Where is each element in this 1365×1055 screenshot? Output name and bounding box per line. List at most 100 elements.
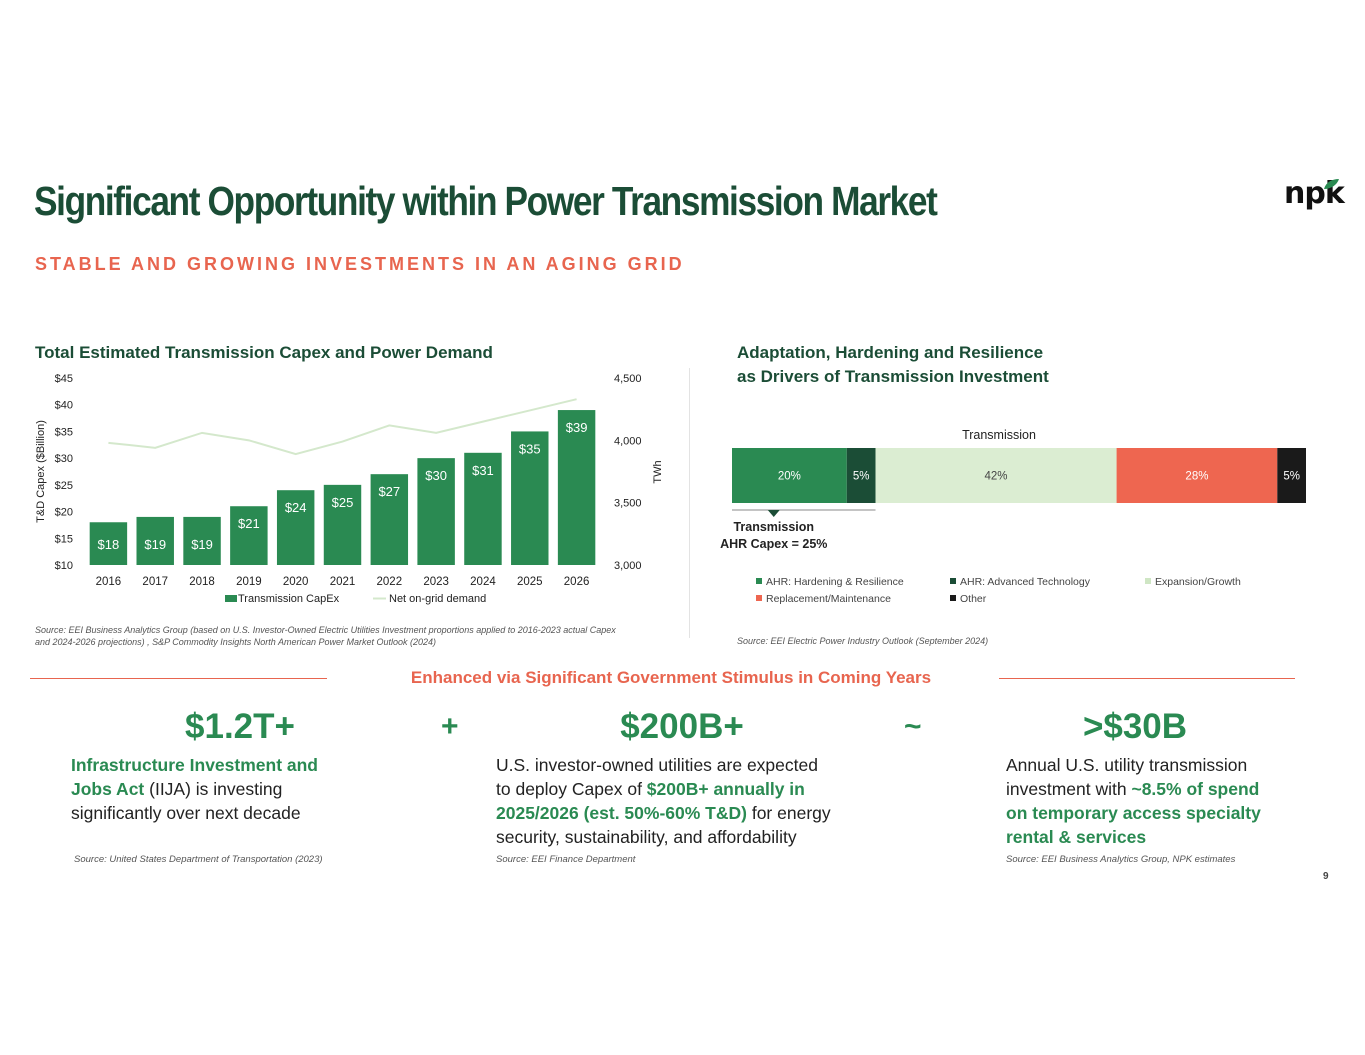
y-tick-label: $40 xyxy=(55,400,73,412)
description-line: 2025/2026 (est. 50%-60% T&D) for energy xyxy=(496,801,831,825)
capex-bar xyxy=(557,410,596,565)
x-tick-label: 2023 xyxy=(423,576,449,588)
x-tick-label: 2025 xyxy=(517,576,543,588)
page-title: Significant Opportunity within Power Tra… xyxy=(34,178,938,224)
ahr-annotation-line-1: Transmission xyxy=(733,520,814,534)
legend-swatch xyxy=(950,595,956,601)
capex-bar-label: $21 xyxy=(238,516,260,531)
x-tick-label: 2024 xyxy=(470,576,496,588)
iija-source: Source: United States Department of Tran… xyxy=(74,854,323,865)
capex-bar-label: $24 xyxy=(285,500,307,515)
ahr-title-line-2: as Drivers of Transmission Investment xyxy=(737,367,1049,386)
stacked-segment-label: 20% xyxy=(778,471,801,483)
description-line: Jobs Act (IIJA) is investing xyxy=(71,777,318,801)
capex-source-line-1: Source: EEI Business Analytics Group (ba… xyxy=(35,625,616,635)
description-line: significantly over next decade xyxy=(71,801,318,825)
y2-tick-label: 4,000 xyxy=(614,435,642,447)
leaf-icon xyxy=(1324,179,1339,189)
capex-bar-label: $25 xyxy=(332,495,354,510)
iija-description: Infrastructure Investment and Jobs Act (I… xyxy=(71,753,318,825)
stacked-segment xyxy=(875,448,1117,503)
x-tick-label: 2020 xyxy=(283,576,309,588)
ahr-chart-title: Adaptation, Hardening and Resilience as … xyxy=(737,341,1049,389)
y2-tick-label: 3,500 xyxy=(614,498,642,510)
divider-left xyxy=(30,678,327,679)
x-tick-label: 2016 xyxy=(96,576,122,588)
capex-source-line-2: and 2024-2026 projections) , S&P Commodi… xyxy=(35,637,437,647)
x-tick-label: 2022 xyxy=(377,576,403,588)
y-tick-label: $20 xyxy=(55,507,73,519)
ahr-annotation-line-2: AHR Capex = 25% xyxy=(720,537,827,551)
y2-tick-label: 3,000 xyxy=(614,560,642,572)
ahr-chart-source: Source: EEI Electric Power Industry Outl… xyxy=(737,636,989,646)
body-text: significantly over next decade xyxy=(71,803,301,823)
highlight-text: on temporary access specialty xyxy=(1006,803,1261,823)
capex-bar xyxy=(370,474,409,565)
stacked-category-label: Transmission xyxy=(962,428,1036,442)
ahr-pointer-icon xyxy=(767,510,780,517)
capex-bar xyxy=(276,490,315,565)
highlight-text: $200B+ annually in xyxy=(646,779,805,799)
y-tick-label: $25 xyxy=(55,480,73,492)
stacked-segment-label: 5% xyxy=(853,471,870,483)
capex-demand-chart: $10 $15 $20 $25 $30 $35 $40 $45 3,000 3,500 4,000 4… xyxy=(35,373,664,605)
x-tick-label: 2017 xyxy=(142,576,168,588)
capex-bar xyxy=(183,516,221,565)
ahr-title-line-1: Adaptation, Hardening and Resilience xyxy=(737,343,1044,362)
legend-label-capex: Transmission CapEx xyxy=(238,593,340,605)
description-line: to deploy Capex of $200B+ annually in xyxy=(496,777,831,801)
stacked-segment xyxy=(1116,448,1278,503)
body-text: for energy xyxy=(746,803,831,823)
capex-bar-label: $18 xyxy=(98,537,120,552)
y-tick-label: $30 xyxy=(55,453,73,465)
legend-label: Other xyxy=(960,593,987,605)
utility-capex-source: Source: EEI Finance Department xyxy=(496,854,636,865)
y-tick-label: $15 xyxy=(55,533,73,545)
capex-bar xyxy=(417,458,455,565)
ahr-stacked-chart: Transmission 20% 5% 42% 28% 5% Transmission AHR… xyxy=(720,428,1306,605)
capex-bar-label: $19 xyxy=(191,537,213,552)
x-tick-label: 2019 xyxy=(236,576,262,588)
x-tick-label: 2021 xyxy=(330,576,356,588)
capex-bar-label: $39 xyxy=(566,420,588,435)
description-line: investment with ~8.5% of spend xyxy=(1006,777,1261,801)
legend-swatch xyxy=(756,595,762,601)
body-text: U.S. investor-owned utilities are expect… xyxy=(496,755,818,775)
stimulus-heading: Enhanced via Significant Government Stim… xyxy=(410,668,932,687)
legend-label: AHR: Advanced Technology xyxy=(960,576,1091,588)
capex-bar xyxy=(464,452,502,565)
highlight-text: Infrastructure Investment and xyxy=(71,755,318,775)
description-line: rental & services xyxy=(1006,825,1261,849)
capex-bar-label: $27 xyxy=(378,484,400,499)
x-tick-label: 2026 xyxy=(564,576,590,588)
stacked-segment-label: 42% xyxy=(985,471,1008,483)
capex-chart-title: Total Estimated Transmission Capex and P… xyxy=(35,343,493,362)
capex-bar-label: $35 xyxy=(519,441,541,456)
highlight-text: rental & services xyxy=(1006,827,1147,847)
description-line: U.S. investor-owned utilities are expect… xyxy=(496,753,831,777)
chart-divider xyxy=(689,368,690,638)
stacked-segment-label: 5% xyxy=(1283,471,1300,483)
legend-swatch xyxy=(950,578,956,584)
body-text: to deploy Capex of xyxy=(496,779,647,799)
y-tick-label: $35 xyxy=(55,426,73,438)
highlight-text: Jobs Act xyxy=(71,779,145,799)
x-tick-label: 2018 xyxy=(189,576,215,588)
tilde-operator: ~ xyxy=(904,710,922,743)
description-line: on temporary access specialty xyxy=(1006,801,1261,825)
body-text: (IIJA) is investing xyxy=(144,779,283,799)
divider-right xyxy=(999,678,1295,679)
utility-capex-value: $200B+ xyxy=(620,707,744,746)
body-text: Annual U.S. utility transmission xyxy=(1006,755,1248,775)
legend-label: Replacement/Maintenance xyxy=(766,593,891,605)
y2-axis-title: TWh xyxy=(652,460,664,483)
iija-value: $1.2T+ xyxy=(185,707,295,746)
body-text: investment with xyxy=(1006,779,1132,799)
plus-operator: + xyxy=(441,710,459,743)
legend-label: Expansion/Growth xyxy=(1155,576,1241,588)
transmission-spend-value: >$30B xyxy=(1082,707,1188,746)
description-line: security, sustainability, and affordabil… xyxy=(496,825,831,849)
legend-swatch xyxy=(1145,578,1151,584)
capex-bar-label: $19 xyxy=(144,537,166,552)
page-subtitle: STABLE AND GROWING INVESTMENTS IN AN AGI… xyxy=(35,254,685,274)
